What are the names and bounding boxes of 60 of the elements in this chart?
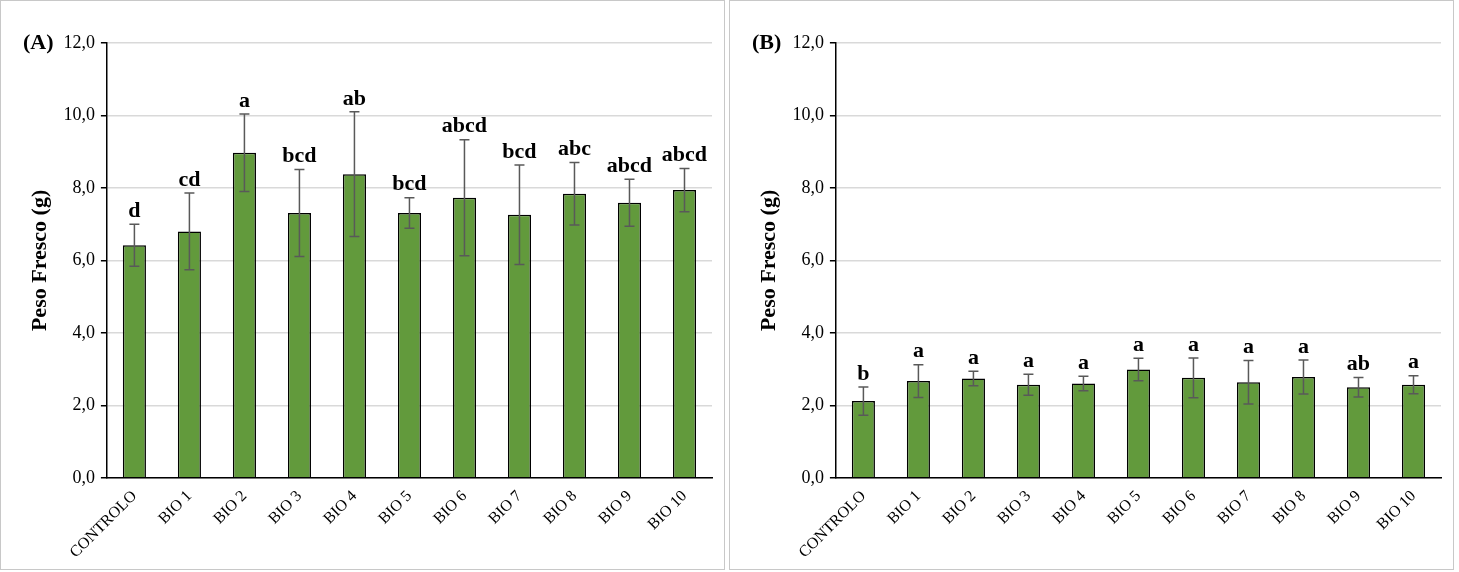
annotation: a xyxy=(912,337,924,363)
x-tick-label: BIO 9 xyxy=(594,486,635,527)
y-tick-label: 2,0 xyxy=(801,394,824,415)
annotation: a xyxy=(1132,330,1144,356)
y-tick-label: 0,0 xyxy=(72,466,95,487)
annotation: a xyxy=(1187,330,1199,356)
annotation: a xyxy=(967,343,979,369)
annotation: bcd xyxy=(502,137,537,163)
x-tick-label: BIO 3 xyxy=(264,486,305,527)
annotation: abc xyxy=(557,135,592,161)
annotation: abcd xyxy=(661,141,708,167)
annotation: abcd xyxy=(606,151,653,177)
y-tick-label: 6,0 xyxy=(72,249,95,270)
x-tick-label: BIO 1 xyxy=(883,486,924,527)
annotation: abcd xyxy=(441,112,488,138)
annotation: a xyxy=(1242,333,1254,359)
annotation: a xyxy=(1297,332,1309,358)
y-tick-label: 0,0 xyxy=(801,466,824,487)
y-tick-label: 2,0 xyxy=(72,394,95,415)
x-tick-label: BIO 3 xyxy=(993,486,1034,527)
x-tick-label: BIO 1 xyxy=(154,486,195,527)
x-tick-label: BIO 4 xyxy=(319,486,360,527)
y-tick-label: 6,0 xyxy=(801,249,824,270)
y-axis-title: Peso Fresco (g) xyxy=(754,189,780,332)
x-tick-label: BIO 6 xyxy=(1158,486,1199,527)
annotation: a xyxy=(1408,348,1419,374)
x-tick-label: BIO 4 xyxy=(1048,486,1089,527)
y-tick-label: 12,0 xyxy=(792,31,824,52)
annotation: bcd xyxy=(392,170,427,196)
annotation: cd xyxy=(178,165,201,191)
x-tick-label: BIO 6 xyxy=(429,486,470,527)
annotation: ab xyxy=(342,84,367,110)
annotation: a xyxy=(1077,349,1089,375)
x-tick-label: BIO 2 xyxy=(938,486,979,527)
annotation: ab xyxy=(1346,350,1371,376)
annotation: bcd xyxy=(282,142,317,168)
x-tick-label: BIO 5 xyxy=(374,486,415,527)
y-axis-title: Peso Fresco (g) xyxy=(25,189,51,332)
chart-title: (B) xyxy=(752,28,782,54)
annotation: a xyxy=(238,86,250,112)
annotation: d xyxy=(128,196,141,222)
y-tick-label: 10,0 xyxy=(63,104,95,125)
x-tick-label: BIO 2 xyxy=(209,486,250,527)
y-tick-label: 4,0 xyxy=(801,321,824,342)
y-tick-label: 10,0 xyxy=(792,104,824,125)
x-tick-label: BIO 8 xyxy=(539,486,580,527)
annotation: b xyxy=(857,359,870,385)
x-tick-label: BIO 7 xyxy=(484,486,525,527)
y-tick-label: 12,0 xyxy=(63,31,95,52)
y-tick-label: 8,0 xyxy=(801,176,824,197)
x-tick-label: BIO 10 xyxy=(643,486,690,533)
x-tick-label: BIO 5 xyxy=(1103,486,1144,527)
x-tick-label: BIO 8 xyxy=(1268,486,1309,527)
y-tick-label: 8,0 xyxy=(72,176,95,197)
x-tick-label: BIO 10 xyxy=(1372,486,1419,533)
y-tick-label: 4,0 xyxy=(72,321,95,342)
x-tick-label: BIO 9 xyxy=(1323,486,1364,527)
annotation: a xyxy=(1022,346,1034,372)
chart-title: (A) xyxy=(23,28,54,54)
x-tick-label: BIO 7 xyxy=(1213,486,1254,527)
